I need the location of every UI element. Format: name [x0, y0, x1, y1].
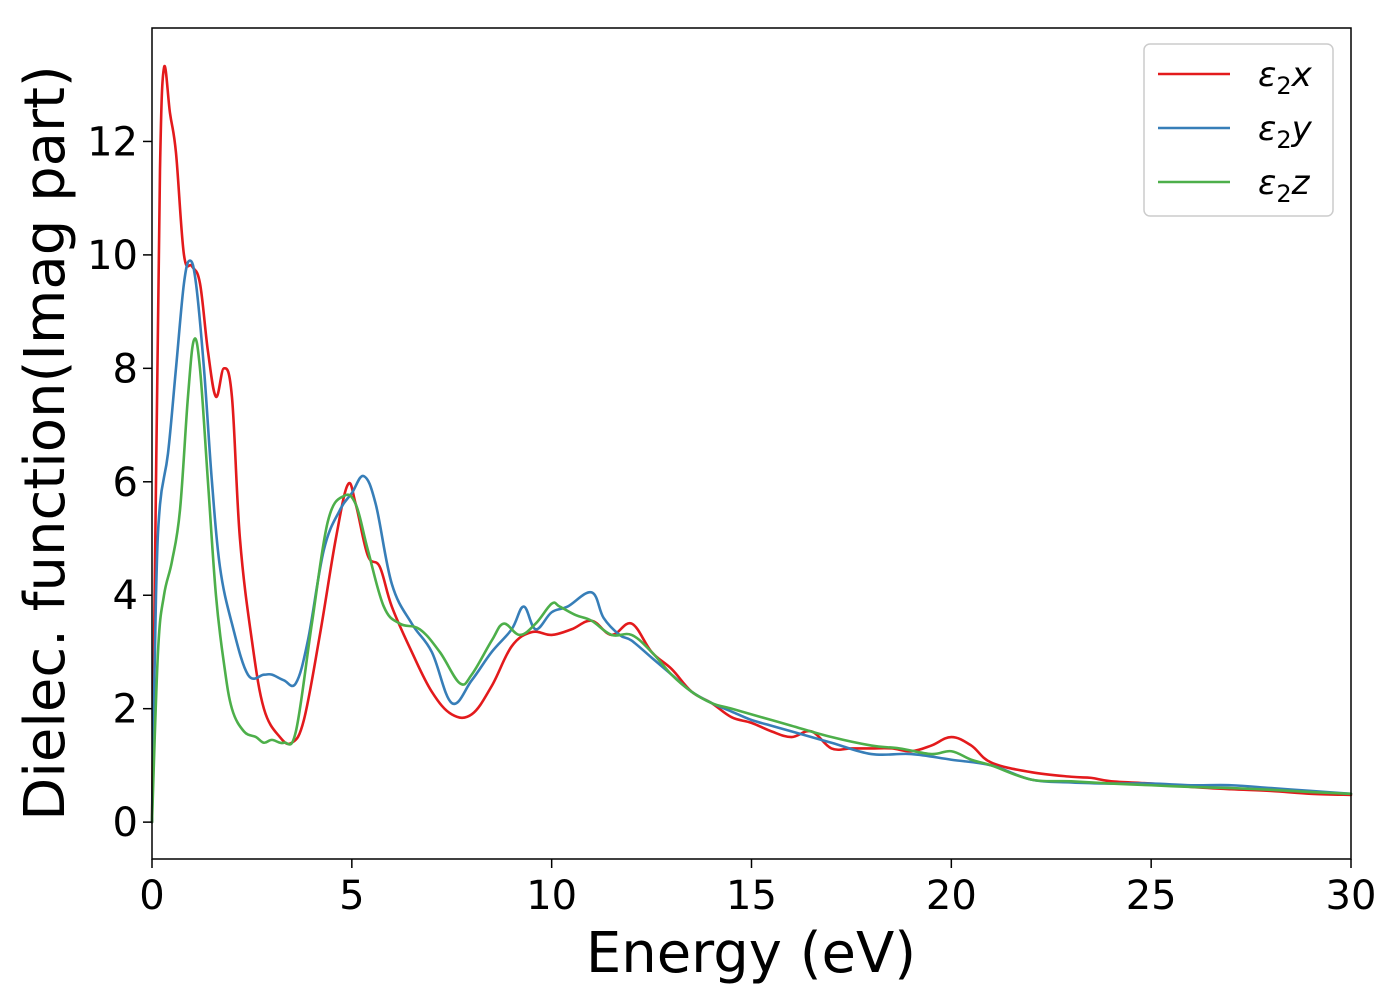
legend-label-y: ε2y: [1258, 109, 1313, 154]
series-layer: [150, 64, 1353, 824]
y-tick-label: 2: [113, 687, 138, 733]
legend-box: [1143, 43, 1334, 217]
x-tick-label: 30: [1326, 873, 1377, 919]
y-ticks: 0 2 4 6 8 10 12: [87, 119, 152, 846]
series-line-y: [150, 259, 1353, 824]
x-tick-label: 10: [526, 873, 577, 919]
series-line-x: [150, 64, 1353, 824]
y-tick-label: 6: [113, 460, 138, 506]
legend: ε2x ε2y ε2z: [1143, 43, 1334, 217]
x-tick-label: 5: [339, 873, 364, 919]
legend-label-x: ε2x: [1258, 55, 1313, 100]
x-ticks: 0 5 10 15 20 25 30: [139, 859, 1376, 919]
x-axis-label: Energy (eV): [586, 921, 916, 986]
y-axis-label: Dielec. function(Imag part): [13, 65, 78, 821]
legend-label-z: ε2z: [1258, 163, 1311, 208]
x-tick-label: 0: [139, 873, 164, 919]
x-tick-label: 25: [1126, 873, 1177, 919]
y-tick-label: 0: [113, 800, 138, 846]
x-tick-label: 15: [726, 873, 777, 919]
series-line-z: [150, 337, 1353, 824]
y-tick-label: 4: [113, 573, 138, 619]
y-tick-label: 8: [113, 346, 138, 392]
y-tick-label: 12: [87, 119, 138, 165]
x-tick-label: 20: [926, 873, 977, 919]
y-tick-label: 10: [87, 233, 138, 279]
